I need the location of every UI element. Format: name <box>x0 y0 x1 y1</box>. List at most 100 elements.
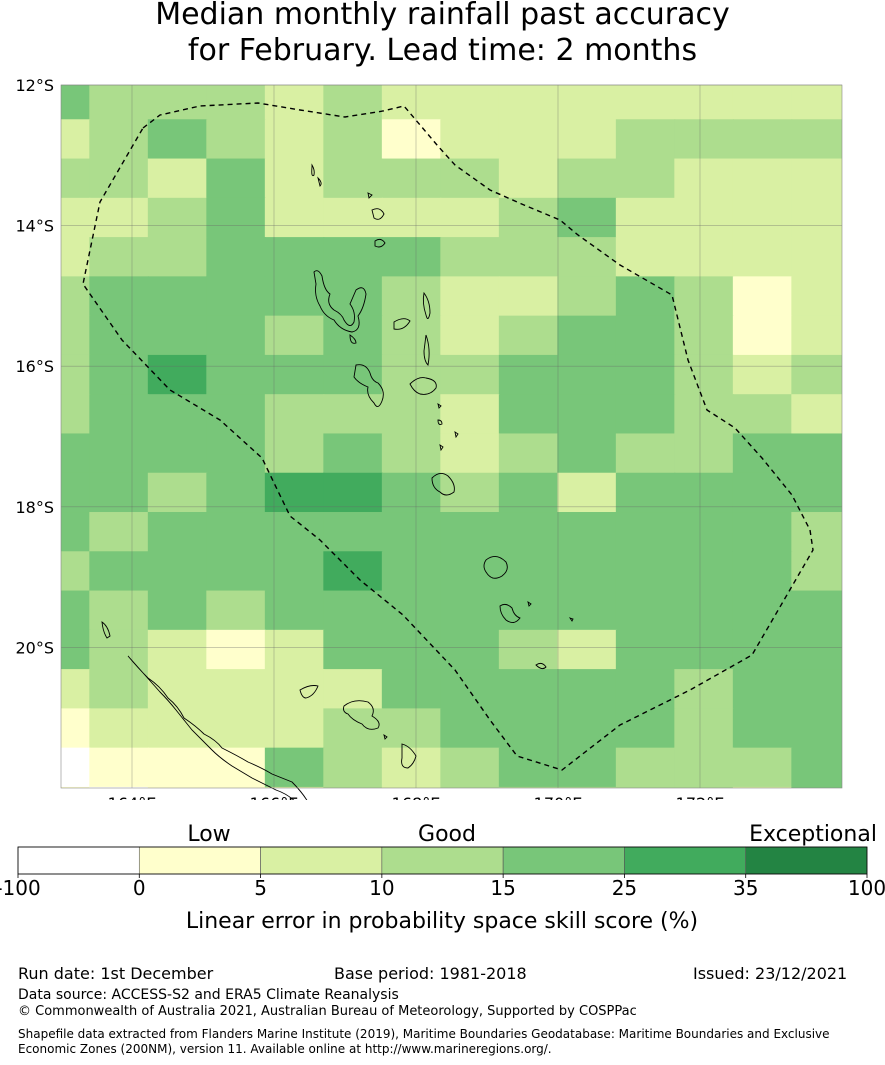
grid-cell <box>147 197 208 239</box>
grid-cell <box>732 669 793 710</box>
grid-cell <box>264 394 325 435</box>
grid-cell <box>791 433 842 474</box>
grid-cell <box>732 237 793 278</box>
grid-cell <box>89 158 149 199</box>
grid-cell <box>323 158 383 199</box>
grid-cell <box>440 512 500 553</box>
lat-tick-label: 14°S <box>15 217 54 236</box>
grid-cell <box>381 276 442 317</box>
grid-cell <box>440 85 500 121</box>
grid-cell <box>147 119 208 160</box>
grid-cell <box>498 551 559 592</box>
shapefile-credit-line-1: Shapefile data extracted from Flanders M… <box>18 1027 830 1041</box>
lon-tick-label: 172°E <box>676 794 725 800</box>
grid-cell <box>557 85 617 121</box>
coastline <box>383 733 388 740</box>
grid-cell <box>557 786 617 788</box>
grid-cell <box>147 354 208 396</box>
grid-cell <box>791 472 842 514</box>
grid-cell <box>147 747 208 788</box>
grid-cell <box>323 197 383 239</box>
grid-cell <box>498 354 559 396</box>
coastline <box>313 270 367 333</box>
grid-cell <box>89 590 149 631</box>
grid-cell <box>206 590 266 631</box>
coastline <box>527 600 532 607</box>
grid-cell <box>791 629 842 671</box>
grid-cell <box>674 315 734 356</box>
coastline <box>439 444 444 452</box>
grid-cell <box>498 590 559 631</box>
grid-cell <box>381 433 442 474</box>
grid-cell <box>89 786 149 788</box>
grid-cell <box>323 433 383 474</box>
grid-cell <box>615 551 676 592</box>
grid-cell <box>557 119 617 160</box>
base-period: Base period: 1981-2018 <box>334 964 527 983</box>
grid-cell <box>89 433 149 474</box>
grid-cell <box>264 354 325 396</box>
grid-cell <box>732 197 793 239</box>
grid-cell <box>206 354 266 396</box>
grid-cell <box>498 158 559 199</box>
coastline <box>437 419 443 425</box>
colorbar-tick-label: 15 <box>490 876 515 900</box>
lon-tick-label: 164°E <box>108 794 157 800</box>
grid-cell <box>381 669 442 710</box>
map-frame <box>60 84 843 789</box>
grid-cell <box>381 394 442 435</box>
grid-cell <box>89 85 149 121</box>
grid-cell <box>381 551 442 592</box>
grid-cell <box>206 158 266 199</box>
grid-cell <box>791 315 842 356</box>
data-source: Data source: ACCESS-S2 and ERA5 Climate … <box>18 987 399 1003</box>
grid-cell <box>615 786 676 788</box>
grid-cell <box>674 551 734 592</box>
grid-cell <box>557 629 617 671</box>
grid-cell <box>206 786 266 788</box>
grid-cell <box>557 237 617 278</box>
coastline <box>367 192 373 199</box>
grid-cell <box>615 85 676 121</box>
grid-cell <box>440 708 500 749</box>
coastline <box>349 334 357 344</box>
grid-cell <box>732 433 793 474</box>
grid-cell <box>791 354 842 396</box>
grid-cell <box>381 119 442 160</box>
coastline <box>423 334 430 366</box>
grid-cell <box>498 747 559 788</box>
skill-grid <box>61 85 842 788</box>
grid-cell <box>61 85 91 121</box>
grid-cell <box>674 708 734 749</box>
grid-cell <box>147 433 208 474</box>
grid-cell <box>61 629 91 671</box>
grid-cell <box>61 354 91 396</box>
grid-cell <box>206 512 266 553</box>
grid-cell <box>791 708 842 749</box>
grid-cell <box>89 512 149 553</box>
grid-cell <box>264 708 325 749</box>
grid-cell <box>381 472 442 514</box>
grid-cell <box>323 629 383 671</box>
grid-cell <box>498 629 559 671</box>
grid-cell <box>615 433 676 474</box>
issued-date: Issued: 23/12/2021 <box>693 964 848 983</box>
grid-cell <box>89 394 149 435</box>
grid-cell <box>61 433 91 474</box>
lon-tick-label: 170°E <box>534 794 583 800</box>
grid-cell <box>498 433 559 474</box>
grid-cell <box>147 237 208 278</box>
grid-cell <box>557 512 617 553</box>
grid-cell <box>791 590 842 631</box>
eez-boundary <box>82 102 814 771</box>
colorbar-tick-label: 35 <box>733 876 758 900</box>
category-label: Low <box>187 822 230 847</box>
grid-cell <box>557 590 617 631</box>
colorbar-frame <box>17 846 868 875</box>
grid-cell <box>206 394 266 435</box>
grid-cell <box>674 747 734 788</box>
grid-cell <box>206 551 266 592</box>
grid-cell <box>89 629 149 671</box>
grid-cell <box>323 472 383 514</box>
grid-cell <box>61 590 91 631</box>
